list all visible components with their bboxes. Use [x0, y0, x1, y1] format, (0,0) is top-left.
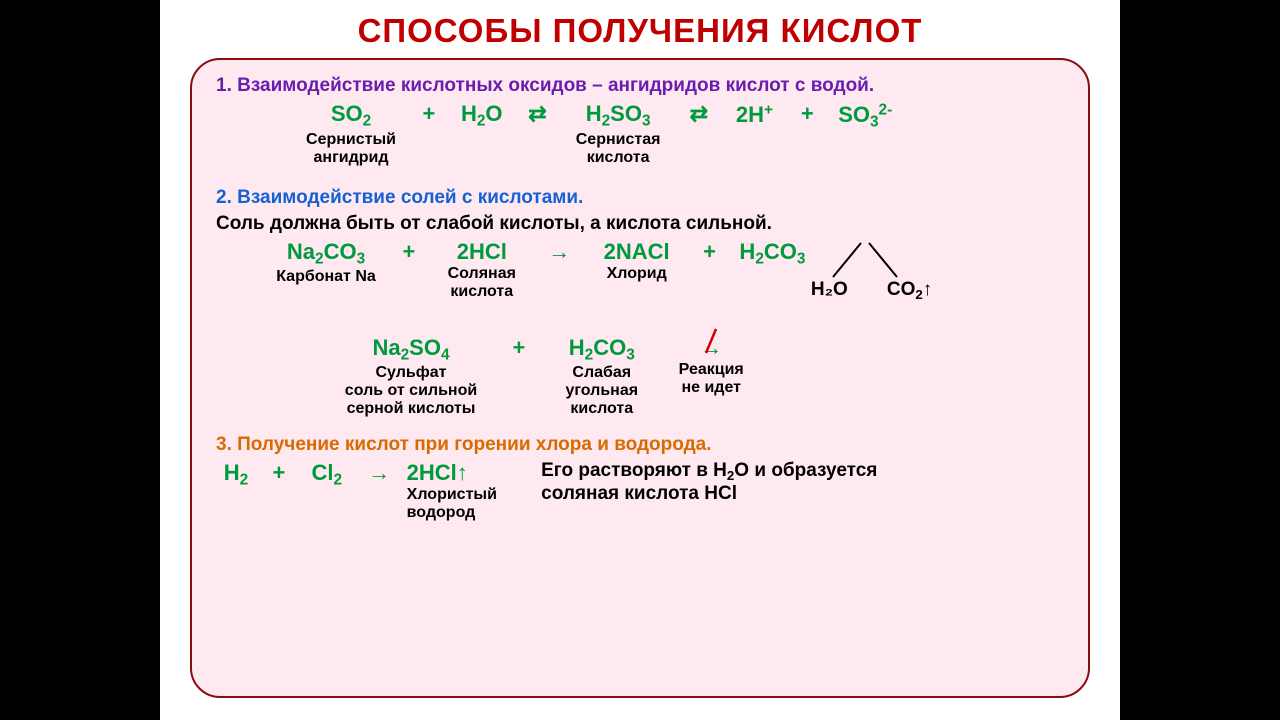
section-1: 1. Взаимодействие кислотных оксидов – ан…	[216, 75, 1064, 167]
section-2-note: Соль должна быть от слабой кислоты, а ки…	[216, 213, 1064, 235]
h2o-product: H₂O	[811, 279, 848, 301]
na2co3-label: Карбонат Na	[276, 268, 376, 285]
na2co3-formula: Na2CO3	[287, 239, 365, 264]
equation-1: SO2 Сернистыйангидрид + H2O ⇄ H2SO3 Серн…	[216, 101, 1064, 167]
na2so4-label: Сульфатсоль от сильнойсерной кислоты	[345, 364, 477, 417]
so3-ion-formula: SO32-	[838, 102, 892, 127]
h2co3-formula: H2CO3	[739, 239, 805, 264]
h2co3-weak-formula: H2CO3	[569, 335, 635, 360]
plus-icon: +	[500, 335, 537, 361]
equilibrium-icon: ⇄	[678, 101, 720, 127]
co2-product: CO2↑	[887, 279, 932, 302]
h2-formula: H2	[224, 460, 248, 485]
h2o-formula: H2O	[461, 101, 503, 126]
2hcl-gas-label: Хлористыйводород	[407, 486, 497, 521]
h2co3-weak-label: Слабаяугольнаякислота	[565, 364, 638, 417]
h2so3-formula: H2SO3	[586, 101, 651, 126]
section-2-heading: 2. Взаимодействие солей с кислотами.	[216, 187, 1064, 209]
h2so3-label: Сернистаякислота	[576, 131, 661, 166]
2hcl-formula: 2HCl	[457, 239, 507, 264]
section-1-heading: 1. Взаимодействие кислотных оксидов – ан…	[216, 75, 1064, 97]
decomposition-diagram: H₂O CO2↑	[817, 239, 947, 307]
section-3: 3. Получение кислот при горении хлора и …	[216, 434, 1064, 522]
arrow-icon: →	[536, 239, 582, 265]
section-3-heading: 3. Получение кислот при горении хлора и …	[216, 434, 1064, 456]
so2-label: Сернистыйангидрид	[306, 131, 396, 166]
slide: СПОСОБЫ ПОЛУЧЕНИЯ КИСЛОТ 1. Взаимодейств…	[160, 0, 1120, 720]
page-title: СПОСОБЫ ПОЛУЧЕНИЯ КИСЛОТ	[190, 12, 1090, 50]
2hcl-gas-formula: 2HCl↑	[407, 460, 468, 485]
no-reaction-label: Реакцияне идет	[679, 361, 744, 396]
equation-3: H2 + Cl2 → 2HCl↑ Хлористыйводород	[216, 460, 1064, 522]
so2-formula: SO2	[331, 101, 371, 126]
section-2: 2. Взаимодействие солей с кислотами. Сол…	[216, 187, 1064, 419]
plus-icon: +	[789, 101, 826, 127]
equation-2b: Na2SO4 Сульфатсоль от сильнойсерной кисл…	[216, 335, 1064, 419]
cl2-formula: Cl2	[311, 460, 342, 485]
2nacl-formula: 2NACl	[604, 239, 670, 264]
arrow-icon: →	[356, 460, 402, 486]
plus-icon: +	[410, 101, 447, 127]
equation-2a: Na2CO3 Карбонат Na + 2HCl Солянаякислота…	[216, 239, 1064, 307]
no-reaction-arrow: →	[700, 335, 722, 361]
plus-icon: +	[390, 239, 427, 265]
2nacl-label: Хлорид	[607, 265, 667, 282]
dissolve-note: Его растворяют в H2O и образуется соляна…	[541, 460, 877, 504]
content-box: 1. Взаимодействие кислотных оксидов – ан…	[190, 58, 1090, 698]
plus-icon: +	[260, 460, 297, 486]
equilibrium-icon: ⇄	[516, 101, 558, 127]
2h-plus-formula: 2H+	[736, 102, 773, 127]
2hcl-label: Солянаякислота	[448, 265, 516, 300]
na2so4-formula: Na2SO4	[372, 335, 449, 360]
plus-icon: +	[691, 239, 728, 265]
